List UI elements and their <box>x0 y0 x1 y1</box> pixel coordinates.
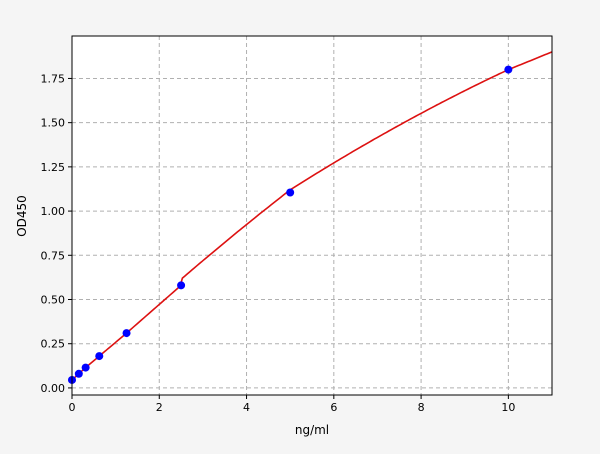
data-point <box>177 281 186 290</box>
data-point <box>286 188 295 197</box>
fit-curve-group <box>71 51 553 381</box>
data-point <box>95 352 104 361</box>
x-tick-label: 4 <box>243 401 250 414</box>
x-tick-label: 2 <box>156 401 163 414</box>
y-tick-label: 0.75 <box>41 249 66 262</box>
y-axis-label: OD450 <box>15 195 29 237</box>
x-axis-label: ng/ml <box>295 423 329 437</box>
x-axis-ticks: 0 2 4 6 8 10 <box>69 395 515 414</box>
y-tick-label: 1.25 <box>41 161 66 174</box>
y-tick-label: 1.50 <box>41 117 66 130</box>
data-point <box>81 363 90 372</box>
x-tick-label: 10 <box>501 401 515 414</box>
data-point <box>74 369 83 378</box>
plot-frame <box>71 35 553 396</box>
y-tick-label: 1.00 <box>41 205 66 218</box>
x-tick-label: 8 <box>418 401 425 414</box>
x-tick-label: 0 <box>69 401 76 414</box>
y-tick-label: 0.00 <box>41 382 66 395</box>
y-tick-label: 1.75 <box>41 72 66 85</box>
data-point <box>122 329 131 338</box>
data-points <box>68 65 513 384</box>
y-axis-ticks: 0.00 0.25 0.50 0.75 1.00 1.25 1.50 1.75 <box>41 72 72 395</box>
y-tick-label: 0.25 <box>41 338 66 351</box>
plot-area <box>72 36 552 395</box>
fit-curve-line <box>71 51 553 381</box>
data-point <box>504 65 513 74</box>
x-tick-label: 6 <box>330 401 337 414</box>
y-tick-label: 0.50 <box>41 294 66 307</box>
